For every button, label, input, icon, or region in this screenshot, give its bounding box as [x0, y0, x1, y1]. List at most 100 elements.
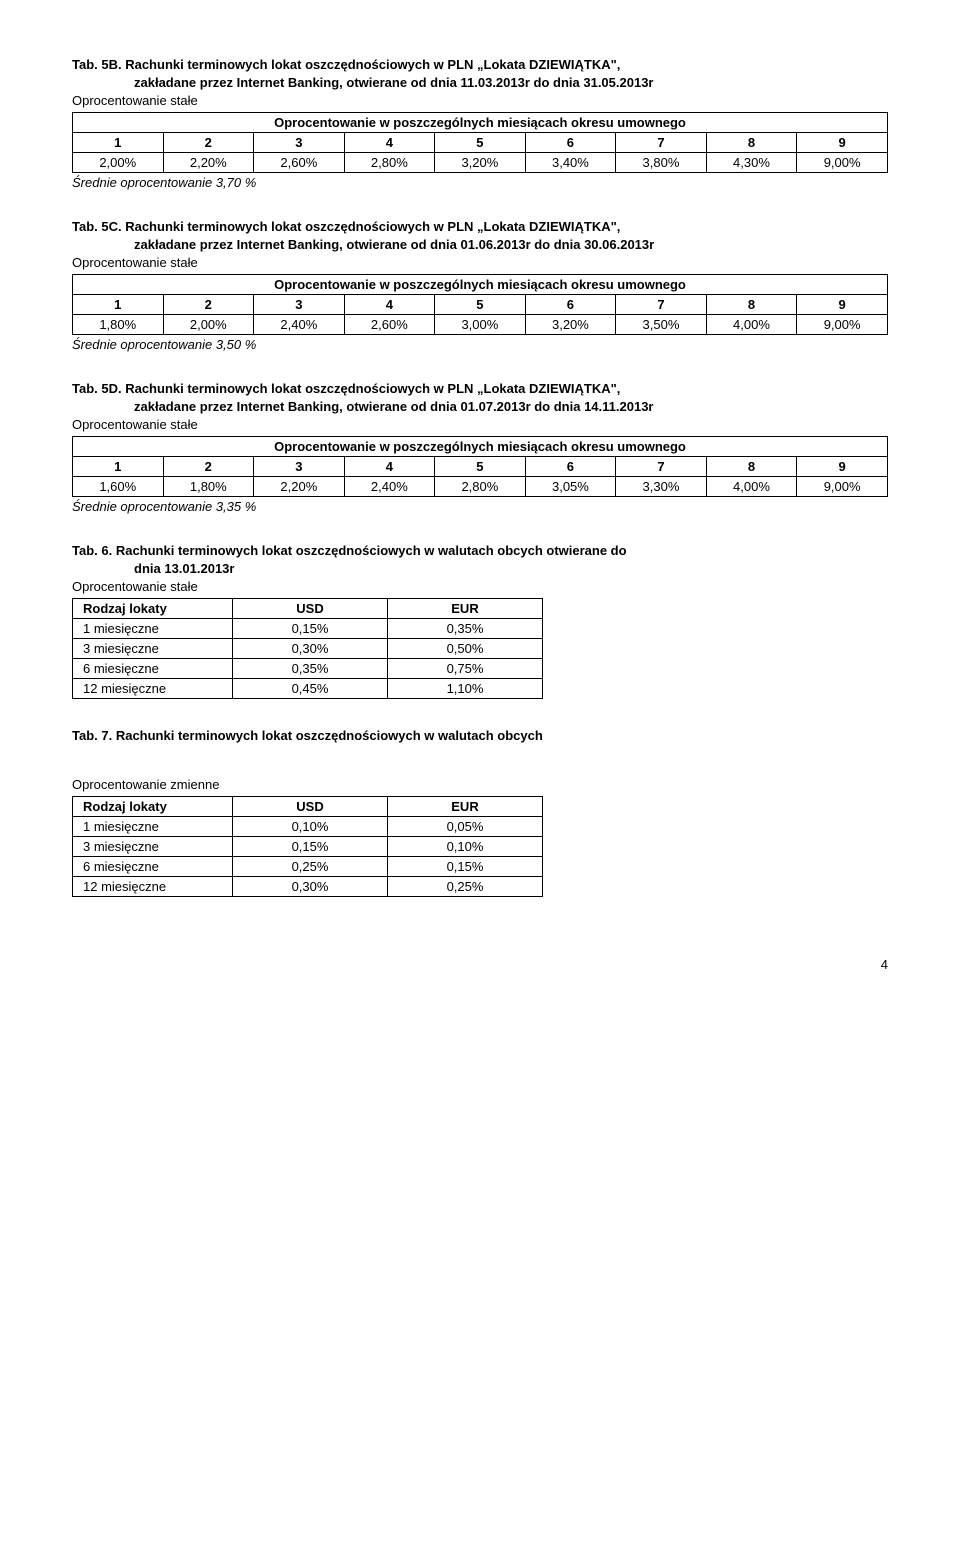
tab6-col2: USD	[233, 599, 388, 619]
tab7-r4c1: 12 miesięczne	[73, 876, 233, 896]
tab5b-h3: 3	[254, 133, 345, 153]
tab5b-v5: 3,20%	[435, 153, 526, 173]
tab5d-title: Tab. 5D. Rachunki terminowych lokat oszc…	[72, 380, 888, 415]
tab5b-v4: 2,80%	[344, 153, 435, 173]
tab5c-h7: 7	[616, 295, 707, 315]
tab5d-h8: 8	[706, 457, 797, 477]
tab6-op: Oprocentowanie stałe	[72, 579, 888, 594]
tab5c-v1: 1,80%	[73, 315, 164, 335]
tab6-r1c3: 0,35%	[388, 619, 543, 639]
tab5b-v6: 3,40%	[525, 153, 616, 173]
tab5c-h8: 8	[706, 295, 797, 315]
tab5d-v4: 2,40%	[344, 477, 435, 497]
tab6-col3: EUR	[388, 599, 543, 619]
tab6-r2c1: 3 miesięczne	[73, 639, 233, 659]
tab6-r3c1: 6 miesięczne	[73, 659, 233, 679]
tab5b-h7: 7	[616, 133, 707, 153]
tab6-title-line1: Tab. 6. Rachunki terminowych lokat oszcz…	[72, 543, 627, 558]
tab5c-title-line1: Tab. 5C. Rachunki terminowych lokat oszc…	[72, 219, 620, 234]
tab5c-v2: 2,00%	[163, 315, 254, 335]
tab7-col2: USD	[233, 796, 388, 816]
tab5b-srednie: Średnie oprocentowanie 3,70 %	[72, 175, 888, 190]
tab7-col3: EUR	[388, 796, 543, 816]
tab7-op: Oprocentowanie zmienne	[72, 777, 888, 792]
tab7-r3c1: 6 miesięczne	[73, 856, 233, 876]
tab5d-h9: 9	[797, 457, 888, 477]
tab5c-v7: 3,50%	[616, 315, 707, 335]
tab5c-title-line2: zakładane przez Internet Banking, otwier…	[72, 236, 888, 254]
tab5b-v2: 2,20%	[163, 153, 254, 173]
tab6-r3c3: 0,75%	[388, 659, 543, 679]
tab5d-h4: 4	[344, 457, 435, 477]
tab6-r4c3: 1,10%	[388, 679, 543, 699]
tab5b-title-line2: zakładane przez Internet Banking, otwier…	[72, 74, 888, 92]
tab5c-v3: 2,40%	[254, 315, 345, 335]
tab7-r1c3: 0,05%	[388, 816, 543, 836]
tab5d-table: Oprocentowanie w poszczególnych miesiąca…	[72, 436, 888, 497]
tab5b-h8: 8	[706, 133, 797, 153]
tab7-r3c3: 0,15%	[388, 856, 543, 876]
tab5d-h6: 6	[525, 457, 616, 477]
tab6-r4c1: 12 miesięczne	[73, 679, 233, 699]
tab6-title-line2: dnia 13.01.2013r	[72, 560, 888, 578]
tab5d-title-line2: zakładane przez Internet Banking, otwier…	[72, 398, 888, 416]
tab5d-v1: 1,60%	[73, 477, 164, 497]
tab5c-table: Oprocentowanie w poszczególnych miesiąca…	[72, 274, 888, 335]
tab5b-h9: 9	[797, 133, 888, 153]
tab7-r2c1: 3 miesięczne	[73, 836, 233, 856]
tab5b-v3: 2,60%	[254, 153, 345, 173]
tab5c-op: Oprocentowanie stałe	[72, 255, 888, 270]
tab5b-h5: 5	[435, 133, 526, 153]
tab7-title: Tab. 7. Rachunki terminowych lokat oszcz…	[72, 727, 888, 745]
tab5d-h3: 3	[254, 457, 345, 477]
tab5c-h9: 9	[797, 295, 888, 315]
tab5c-v4: 2,60%	[344, 315, 435, 335]
tab5d-v2: 1,80%	[163, 477, 254, 497]
tab5c-title: Tab. 5C. Rachunki terminowych lokat oszc…	[72, 218, 888, 253]
tab5d-v9: 9,00%	[797, 477, 888, 497]
tab5d-h5: 5	[435, 457, 526, 477]
tab5b-v8: 4,30%	[706, 153, 797, 173]
tab5d-title-line1: Tab. 5D. Rachunki terminowych lokat oszc…	[72, 381, 620, 396]
tab5d-v3: 2,20%	[254, 477, 345, 497]
tab5d-v7: 3,30%	[616, 477, 707, 497]
tab5d-h2: 2	[163, 457, 254, 477]
tab6-r3c2: 0,35%	[233, 659, 388, 679]
tab7-r1c2: 0,10%	[233, 816, 388, 836]
tab7-r2c3: 0,10%	[388, 836, 543, 856]
tab5d-op: Oprocentowanie stałe	[72, 417, 888, 432]
tab7-col1: Rodzaj lokaty	[73, 796, 233, 816]
tab5d-srednie: Średnie oprocentowanie 3,35 %	[72, 499, 888, 514]
tab5b-title-line1: Tab. 5B. Rachunki terminowych lokat oszc…	[72, 57, 620, 72]
tab5c-v8: 4,00%	[706, 315, 797, 335]
tab5b-v9: 9,00%	[797, 153, 888, 173]
tab6-r1c2: 0,15%	[233, 619, 388, 639]
tab5c-h4: 4	[344, 295, 435, 315]
tab5c-v6: 3,20%	[525, 315, 616, 335]
tab5c-srednie: Średnie oprocentowanie 3,50 %	[72, 337, 888, 352]
tab7-table: Rodzaj lokaty USD EUR 1 miesięczne 0,10%…	[72, 796, 543, 897]
tab5c-h5: 5	[435, 295, 526, 315]
tab5c-h2: 2	[163, 295, 254, 315]
tab5c-h6: 6	[525, 295, 616, 315]
tab7-r1c1: 1 miesięczne	[73, 816, 233, 836]
tab5b-h1: 1	[73, 133, 164, 153]
tab5c-h1: 1	[73, 295, 164, 315]
tab5c-caption: Oprocentowanie w poszczególnych miesiąca…	[73, 275, 888, 295]
tab5b-h6: 6	[525, 133, 616, 153]
page-number: 4	[72, 957, 888, 972]
tab5b-table: Oprocentowanie w poszczególnych miesiąca…	[72, 112, 888, 173]
tab6-r4c2: 0,45%	[233, 679, 388, 699]
tab5b-v1: 2,00%	[73, 153, 164, 173]
tab5c-v5: 3,00%	[435, 315, 526, 335]
tab7-r3c2: 0,25%	[233, 856, 388, 876]
tab6-title: Tab. 6. Rachunki terminowych lokat oszcz…	[72, 542, 888, 577]
tab5b-h2: 2	[163, 133, 254, 153]
tab5d-h7: 7	[616, 457, 707, 477]
tab5b-op: Oprocentowanie stałe	[72, 93, 888, 108]
tab5b-title: Tab. 5B. Rachunki terminowych lokat oszc…	[72, 56, 888, 91]
tab5c-v9: 9,00%	[797, 315, 888, 335]
tab7-r2c2: 0,15%	[233, 836, 388, 856]
tab6-table: Rodzaj lokaty USD EUR 1 miesięczne 0,15%…	[72, 598, 543, 699]
tab5b-h4: 4	[344, 133, 435, 153]
